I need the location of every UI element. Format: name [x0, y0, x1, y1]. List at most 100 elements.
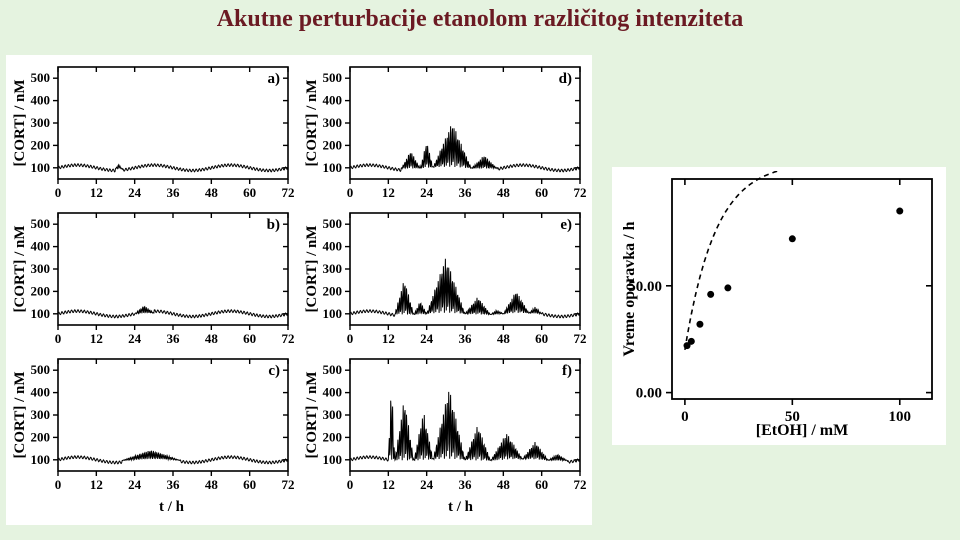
svg-text:500: 500	[31, 362, 51, 377]
svg-text:48: 48	[205, 331, 219, 346]
x-axis-label-left: t / h	[10, 499, 299, 521]
svg-text:400: 400	[323, 239, 343, 254]
svg-text:36: 36	[167, 477, 181, 492]
svg-text:100: 100	[31, 306, 51, 321]
svg-text:d): d)	[559, 71, 572, 87]
svg-text:0: 0	[347, 331, 354, 346]
svg-text:12: 12	[90, 185, 103, 200]
svg-text:48: 48	[497, 477, 511, 492]
svg-text:60: 60	[243, 185, 256, 200]
svg-text:24: 24	[128, 477, 142, 492]
svg-text:0.00: 0.00	[636, 386, 662, 402]
svg-text:100: 100	[323, 452, 343, 467]
svg-text:72: 72	[574, 477, 587, 492]
content-area: 100 200 300 400 500 0 12 24 36 48 60 72 [CORT] / nM a…	[0, 37, 960, 537]
svg-text:500: 500	[323, 362, 343, 377]
svg-text:500: 500	[323, 70, 343, 85]
svg-text:[CORT] / nM: [CORT] / nM	[12, 372, 28, 459]
svg-text:f): f)	[562, 363, 572, 379]
svg-text:12: 12	[90, 331, 103, 346]
svg-text:36: 36	[459, 331, 473, 346]
svg-text:60: 60	[243, 331, 256, 346]
svg-text:200: 200	[323, 137, 343, 152]
svg-text:300: 300	[323, 261, 343, 276]
svg-text:24: 24	[420, 185, 434, 200]
svg-text:24: 24	[128, 331, 142, 346]
svg-text:72: 72	[574, 331, 587, 346]
svg-text:300: 300	[31, 115, 51, 130]
svg-text:200: 200	[31, 137, 51, 152]
svg-text:0: 0	[55, 185, 62, 200]
svg-text:200: 200	[323, 283, 343, 298]
svg-text:36: 36	[167, 185, 181, 200]
svg-text:Vreme oporavka / h: Vreme oporavka / h	[621, 221, 638, 356]
svg-text:24: 24	[420, 477, 434, 492]
svg-text:e): e)	[560, 217, 572, 233]
svg-text:300: 300	[31, 261, 51, 276]
svg-text:12: 12	[382, 477, 395, 492]
svg-text:0: 0	[681, 409, 689, 425]
svg-text:12: 12	[90, 477, 103, 492]
x-axis-labels-row: t / h t / h	[10, 499, 588, 521]
svg-text:48: 48	[205, 477, 219, 492]
svg-text:300: 300	[31, 407, 51, 422]
svg-text:12: 12	[382, 331, 395, 346]
svg-text:400: 400	[31, 385, 51, 400]
svg-text:[CORT] / nM: [CORT] / nM	[304, 226, 320, 313]
svg-text:500: 500	[323, 216, 343, 231]
recovery-plot: 0501000.0050.00[EtOH] / mMVreme oporavka…	[612, 167, 946, 445]
svg-text:[CORT] / nM: [CORT] / nM	[304, 80, 320, 167]
svg-text:24: 24	[420, 331, 434, 346]
svg-text:500: 500	[31, 70, 51, 85]
svg-text:0: 0	[55, 331, 62, 346]
svg-text:[CORT] / nM: [CORT] / nM	[12, 226, 28, 313]
svg-text:60: 60	[535, 185, 548, 200]
svg-text:100: 100	[889, 409, 912, 425]
svg-text:400: 400	[31, 239, 51, 254]
svg-text:300: 300	[323, 407, 343, 422]
svg-text:400: 400	[323, 93, 343, 108]
svg-text:12: 12	[382, 185, 395, 200]
svg-text:48: 48	[497, 331, 511, 346]
svg-text:72: 72	[282, 477, 295, 492]
svg-text:36: 36	[459, 185, 473, 200]
svg-text:60: 60	[535, 477, 548, 492]
svg-text:500: 500	[31, 216, 51, 231]
svg-text:400: 400	[323, 385, 343, 400]
panel-e: 100 200 300 400 500 0 12 24 36 48 60 72 [CORT] / nM e…	[302, 207, 588, 351]
svg-text:200: 200	[31, 283, 51, 298]
svg-text:[CORT] / nM: [CORT] / nM	[304, 372, 320, 459]
svg-text:36: 36	[459, 477, 473, 492]
svg-text:b): b)	[267, 217, 280, 233]
panel-d: 1002003004005000122436486072[CORT] / nMd…	[302, 61, 588, 205]
svg-text:72: 72	[574, 185, 587, 200]
page-title: Akutne perturbacije etanolom različitog …	[0, 0, 960, 37]
svg-text:400: 400	[31, 93, 51, 108]
svg-text:24: 24	[128, 185, 142, 200]
timeseries-grid: 100 200 300 400 500 0 12 24 36 48 60 72 [CORT] / nM a…	[6, 55, 592, 525]
svg-text:100: 100	[31, 452, 51, 467]
svg-text:300: 300	[323, 115, 343, 130]
svg-text:a): a)	[268, 71, 281, 87]
panel-c: 1002003004005000122436486072[CORT] / nMc…	[10, 353, 296, 497]
svg-text:[EtOH] / mM: [EtOH] / mM	[756, 422, 848, 439]
svg-text:200: 200	[31, 429, 51, 444]
svg-text:0: 0	[347, 477, 354, 492]
x-axis-label-right: t / h	[299, 499, 588, 521]
panel-a: 100 200 300 400 500 0 12 24 36 48 60 72 [CORT] / nM a…	[10, 61, 296, 205]
svg-text:36: 36	[167, 331, 181, 346]
svg-text:60: 60	[535, 331, 548, 346]
svg-text:100: 100	[323, 160, 343, 175]
svg-text:0: 0	[55, 477, 62, 492]
svg-text:60: 60	[243, 477, 256, 492]
panel-f: 100 200 300 400 500 0 12 24 36 48 60 72 [CORT] / nM f…	[302, 353, 588, 497]
svg-text:72: 72	[282, 185, 295, 200]
svg-text:200: 200	[323, 429, 343, 444]
svg-text:72: 72	[282, 331, 295, 346]
svg-text:100: 100	[323, 306, 343, 321]
svg-text:48: 48	[205, 185, 219, 200]
svg-text:48: 48	[497, 185, 511, 200]
svg-text:[CORT] / nM: [CORT] / nM	[12, 80, 28, 167]
panel-b: 100 200 300 400 500 0 12 24 36 48 60 72 [CORT] / nM b…	[10, 207, 296, 351]
svg-text:100: 100	[31, 160, 51, 175]
